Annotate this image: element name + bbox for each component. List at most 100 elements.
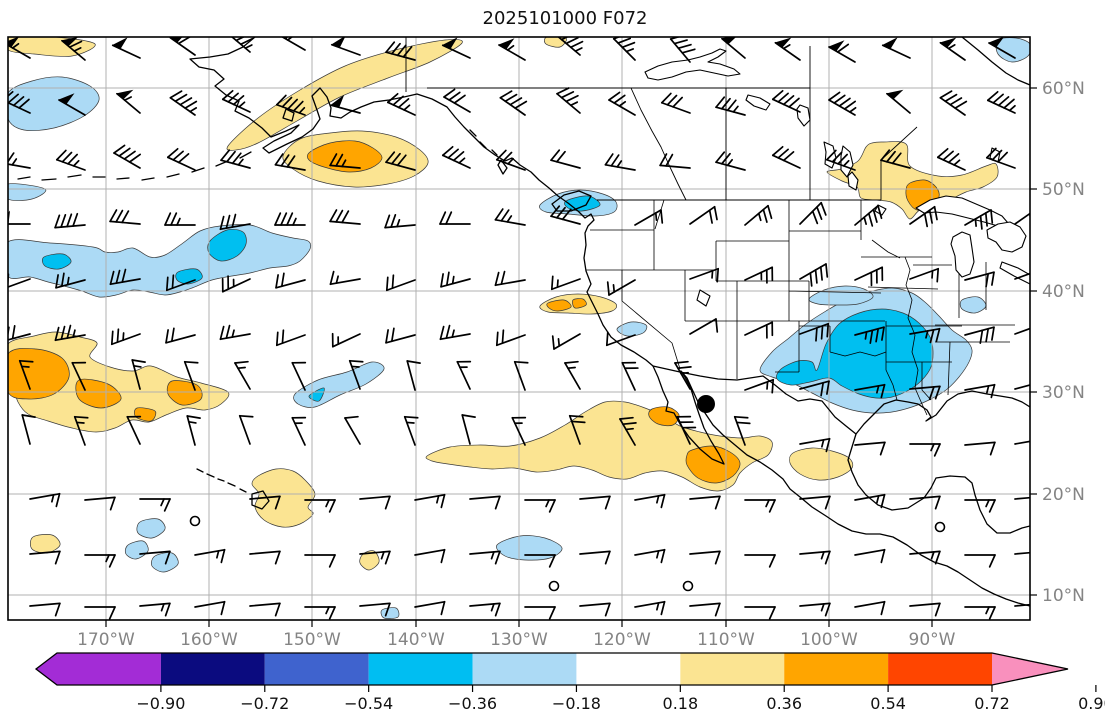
hawaii-islands xyxy=(196,468,270,510)
colorbar-tick-label: 0.72 xyxy=(974,694,1010,712)
wind-barb xyxy=(634,548,666,564)
wind-barb xyxy=(249,602,281,617)
lon-tick-label: 140°W xyxy=(387,630,445,650)
lon-tick-label: 160°W xyxy=(180,630,238,650)
wind-barb xyxy=(29,492,61,508)
wind-barb xyxy=(304,606,336,620)
wind-barb xyxy=(634,493,666,509)
colorbar-tick-label: −0.72 xyxy=(240,694,289,712)
wind-barb xyxy=(524,499,556,513)
wind-barb xyxy=(113,144,142,169)
wind-barb xyxy=(606,279,636,296)
contour-region xyxy=(151,552,179,573)
wind-barb xyxy=(964,326,995,345)
wind-barb xyxy=(964,554,996,568)
wind-barb xyxy=(964,383,996,399)
contour-region xyxy=(207,229,247,262)
wind-barb xyxy=(238,414,254,445)
wind-barb xyxy=(494,270,526,287)
lake-michigan xyxy=(950,231,975,278)
wind-barb xyxy=(550,149,581,169)
wind-barb xyxy=(329,209,361,225)
wind-barb xyxy=(194,600,226,616)
coastline-us-gulf xyxy=(855,390,1030,435)
wind-barb xyxy=(18,359,34,390)
contour-region xyxy=(8,76,100,131)
wind-barb xyxy=(964,606,996,620)
wind-barb xyxy=(744,266,774,284)
wind-barb xyxy=(568,414,586,445)
wind-barb xyxy=(329,94,361,114)
colorbar-tick-label: 0.90 xyxy=(1078,694,1105,712)
wind-barb xyxy=(439,324,471,341)
wind-barb xyxy=(139,498,171,512)
wind-barb xyxy=(986,90,1016,114)
wind-barb xyxy=(909,327,941,344)
contour-region xyxy=(251,468,316,528)
wind-barb xyxy=(386,92,416,116)
wind-barb xyxy=(1014,272,1030,280)
wind-barb xyxy=(524,606,556,620)
wind-barb xyxy=(744,499,776,513)
hudson-bay-coast xyxy=(961,37,1030,86)
wind-barb xyxy=(54,212,86,229)
wind-barb xyxy=(1014,212,1030,225)
wind-barb xyxy=(497,38,526,61)
wind-barb xyxy=(414,548,446,564)
wind-barb xyxy=(771,145,801,169)
wind-barb-layer xyxy=(8,37,1030,620)
wind-barb xyxy=(605,331,636,347)
wind-barb xyxy=(359,495,391,510)
colorbar-segment xyxy=(368,653,473,685)
wind-barb xyxy=(660,92,691,114)
wind-barb xyxy=(1014,327,1030,335)
colorbar-extend-low xyxy=(36,653,161,685)
wind-barb xyxy=(126,415,142,445)
wind-barb xyxy=(551,333,581,350)
wind-barb xyxy=(55,149,86,171)
wind-barb xyxy=(29,550,61,565)
wind-barb xyxy=(619,416,637,446)
contour-region xyxy=(8,37,96,57)
colorbar: −0.90 −0.72 −0.54 −0.36 −0.18 0.18 0.36 0.54 0.7… xyxy=(34,652,1105,712)
wind-barb xyxy=(169,37,196,56)
wind-barb xyxy=(936,147,966,171)
lake-athabasca xyxy=(745,94,771,111)
wind-barb xyxy=(799,263,829,287)
wind-barb xyxy=(744,321,774,339)
wind-barb xyxy=(854,441,886,456)
wind-barb xyxy=(579,602,611,617)
great-salt-lake xyxy=(696,289,711,307)
colorbar-segment xyxy=(472,653,577,685)
wind-barb xyxy=(909,205,938,228)
wind-barb xyxy=(469,495,501,510)
wind-barb xyxy=(456,360,472,390)
lat-tick-label: 30°N xyxy=(1042,383,1085,403)
wind-barb xyxy=(689,550,721,565)
coastline-layer xyxy=(17,37,1030,607)
wind-barb xyxy=(291,361,307,391)
calm-wind-circle xyxy=(682,580,694,592)
wind-barb xyxy=(985,147,1016,169)
contour-region xyxy=(8,183,47,201)
wind-barb xyxy=(744,554,776,568)
colorbar-segment xyxy=(160,653,265,685)
wind-barb xyxy=(469,602,501,617)
colorbar-outline xyxy=(34,652,1069,686)
wind-barb xyxy=(71,361,87,391)
wind-barb xyxy=(330,37,361,56)
wind-barb xyxy=(612,37,636,61)
lat-tick-label: 50°N xyxy=(1042,180,1085,200)
wind-barb xyxy=(689,318,719,335)
wind-barb xyxy=(274,212,306,226)
wind-barb xyxy=(885,89,911,114)
colorbar-tick-label: 0.18 xyxy=(663,694,699,712)
lake-erie xyxy=(999,261,1030,285)
graticule-layer xyxy=(8,37,1030,620)
wind-barb xyxy=(249,550,281,565)
lat-tick-label: 20°N xyxy=(1042,485,1085,505)
wind-barb xyxy=(939,37,966,61)
wind-barb xyxy=(676,415,697,445)
wind-barb xyxy=(441,145,471,169)
